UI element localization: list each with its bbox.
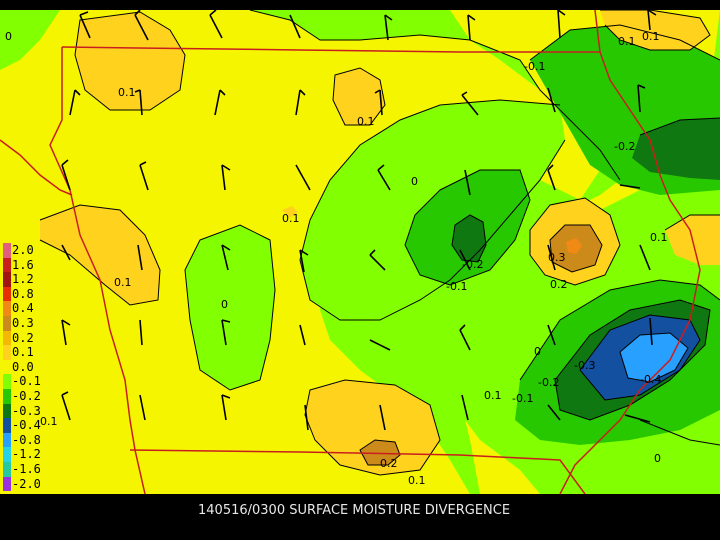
legend-swatch <box>3 374 11 389</box>
label-10: -0.2 <box>462 258 483 271</box>
legend-entry: 0.4 <box>0 301 60 316</box>
legend-label: -0.1 <box>12 374 41 389</box>
label-14: 0.1 <box>408 474 426 487</box>
legend-entry: -1.2 <box>0 447 60 462</box>
legend-swatch <box>3 315 11 331</box>
legend-label: 0.2 <box>12 330 34 345</box>
legend-swatch <box>3 301 11 316</box>
label-2: -0.1 <box>524 60 545 73</box>
legend-entry: -0.1 <box>0 374 60 389</box>
field-pos03-c <box>566 238 582 254</box>
label-8: 0 <box>411 175 418 188</box>
field-pos01-nw <box>75 12 185 110</box>
contour-lines <box>39 10 720 476</box>
field-pos01-n <box>333 68 385 125</box>
label-16: 0 <box>534 345 541 358</box>
label-23: 0.2 <box>380 457 398 470</box>
legend-label: 0.3 <box>12 315 34 330</box>
label-4: 0.1 <box>357 115 375 128</box>
legend-label: 2.0 <box>12 243 34 257</box>
color-legend: 2.0 1.6 1.2 0.8 0.4 0.3 0.2 0.1 0.0 -0.1 -0.2 -0.3-… <box>0 243 60 492</box>
legend-swatch <box>3 272 11 287</box>
legend-swatch <box>3 243 11 258</box>
legend-entry: -0.4 <box>0 418 60 433</box>
legend-entry: 2.0 <box>0 243 60 258</box>
label-12: -0.1 <box>446 280 467 293</box>
legend-entry: -2.0 <box>0 476 60 492</box>
field-pos01-w <box>40 205 160 305</box>
label-1: 0.1 <box>118 86 136 99</box>
legend-label: 0.8 <box>12 286 34 301</box>
label-5: 0.1 <box>282 212 300 225</box>
field-pos01-s <box>305 380 440 475</box>
legend-entry: 1.6 <box>0 257 60 273</box>
label-0: 0 <box>5 30 12 43</box>
label-25: 0 <box>654 452 661 465</box>
legend-swatch <box>3 345 11 360</box>
label-24: 0.1 <box>618 35 636 48</box>
legend-label: 0.1 <box>12 345 34 360</box>
field-neg01-topleft <box>0 10 60 70</box>
field-pos01-small <box>282 206 298 218</box>
legend-swatch <box>3 447 11 462</box>
legend-label: -1.6 <box>12 461 41 476</box>
label-9: 0.1 <box>650 231 668 244</box>
legend-label: -0.3 <box>12 403 41 418</box>
legend-entry: -0.8 <box>0 432 60 448</box>
field-neg08-se <box>620 333 688 382</box>
legend-entry: -1.6 <box>0 461 60 477</box>
legend-label: -0.4 <box>12 418 41 433</box>
legend-entry: -0.2 <box>0 388 60 404</box>
legend-entry: 0.0 <box>0 359 60 375</box>
map-caption: 140516/0300 SURFACE MOISTURE DIVERGENCE <box>198 503 511 518</box>
legend-entry: 0.1 <box>0 345 60 360</box>
legend-label: -0.8 <box>12 432 41 447</box>
legend-label: 0.4 <box>12 301 34 316</box>
legend-swatch <box>3 359 11 375</box>
legend-entry: 1.2 <box>0 272 60 287</box>
legend-entry: 0.3 <box>0 315 60 331</box>
legend-swatch <box>3 418 11 433</box>
legend-swatch <box>3 461 11 477</box>
legend-label: 1.2 <box>12 272 34 287</box>
legend-label: 1.6 <box>12 257 34 272</box>
legend-label: -1.2 <box>12 447 41 462</box>
label-18: -0.2 <box>538 376 559 389</box>
legend-swatch <box>3 388 11 404</box>
label-11: 0.3 <box>548 251 566 264</box>
label-17: -0.3 <box>574 359 595 372</box>
field-neg01-west <box>185 225 275 390</box>
legend-label: 0.0 <box>12 359 34 374</box>
legend-entry: 0.8 <box>0 286 60 302</box>
label-21: -0.1 <box>512 392 533 405</box>
label-20: 0.1 <box>484 389 502 402</box>
legend-label: -0.2 <box>12 388 41 403</box>
legend-swatch <box>3 476 11 492</box>
label-22: 0.1 <box>40 415 58 428</box>
label-13: 0.2 <box>550 278 568 291</box>
label-7: 0.1 <box>114 276 132 289</box>
contour-labels: 0 0.1 -0.1 0.1 0.1 0.1 -0.2 0.1 0 0.1 -0… <box>5 30 668 487</box>
label-15: 0 <box>221 298 228 311</box>
label-6: -0.2 <box>614 140 635 153</box>
legend-entry: -0.3 <box>0 403 60 419</box>
legend-entry: 0.2 <box>0 330 60 346</box>
moisture-divergence-map: 0 0.1 -0.1 0.1 0.1 0.1 -0.2 0.1 0 0.1 -0… <box>0 10 720 494</box>
label-3: 0.1 <box>642 30 660 43</box>
field-pos01-ne <box>600 10 710 50</box>
legend-swatch <box>3 403 11 419</box>
label-19: -0.4 <box>640 373 661 386</box>
wind-barbs <box>61 10 657 431</box>
legend-swatch <box>3 286 11 302</box>
state-borders <box>0 10 701 494</box>
field-neg03-ne <box>632 118 720 180</box>
legend-swatch <box>3 330 11 346</box>
legend-swatch <box>3 257 11 273</box>
legend-swatch <box>3 432 11 448</box>
field-pos02-s <box>360 440 400 465</box>
legend-label: -2.0 <box>12 476 41 491</box>
